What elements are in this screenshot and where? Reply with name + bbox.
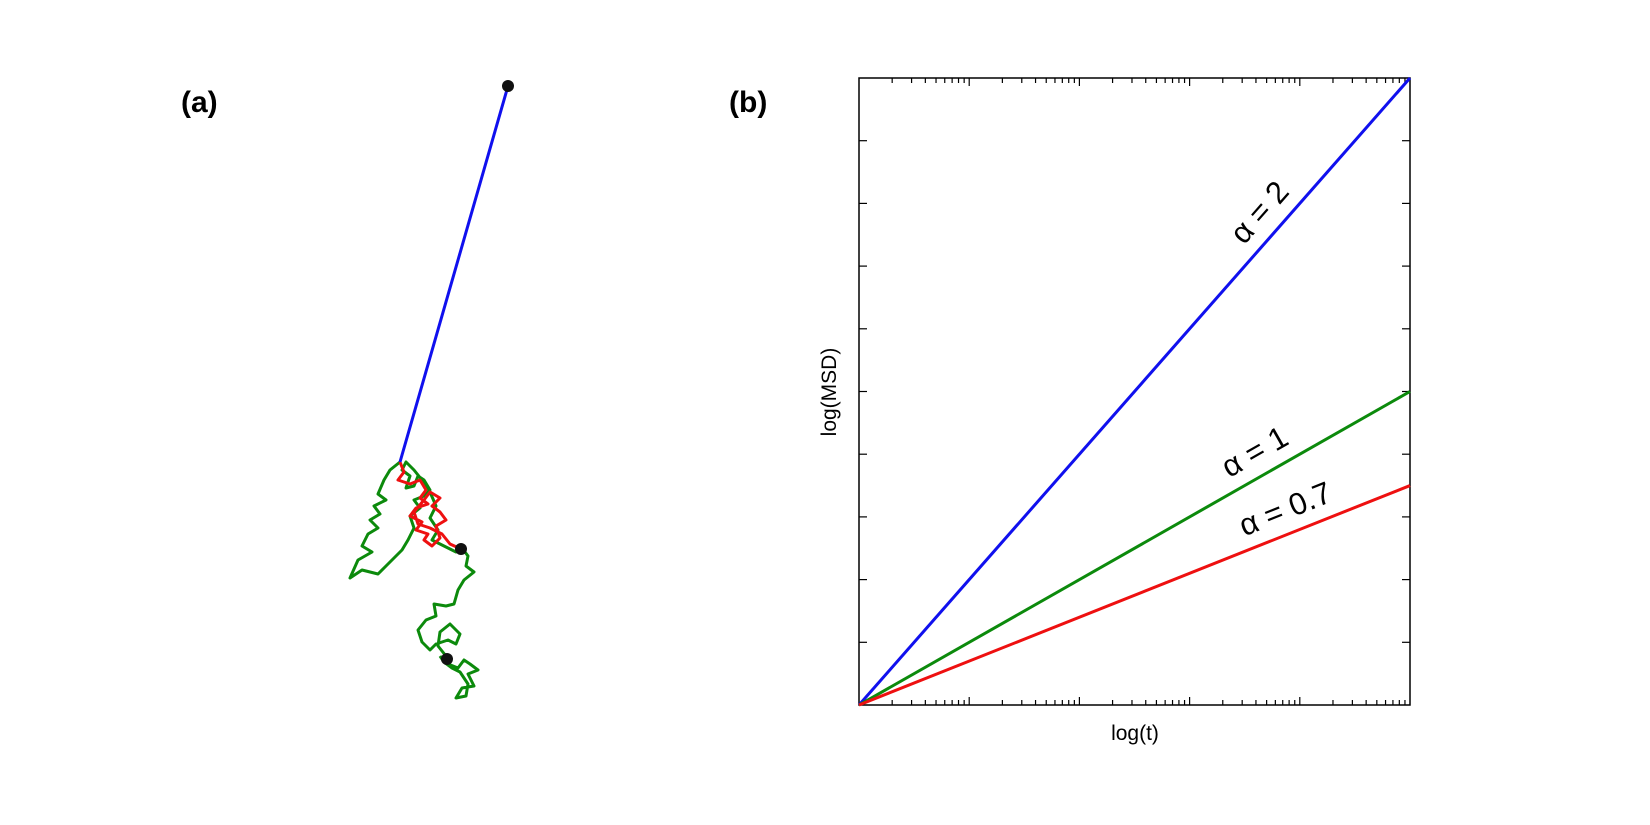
series-line-2 (858, 390, 1411, 707)
series-line-1 (857, 77, 1412, 706)
trajectory-marker-3 (441, 653, 453, 665)
series-lines (857, 77, 1412, 707)
trajectory-panel (348, 80, 514, 700)
trajectory-marker-2 (455, 543, 467, 555)
panel-b-label: (b) (729, 86, 767, 119)
axis-ticks (859, 78, 1410, 705)
y-axis-label: log(MSD) (818, 348, 841, 437)
subdiffusion-trajectory (396, 461, 462, 551)
msd-chart: α = 2α = 1α = 0.7 log(t) log(MSD) (818, 77, 1412, 745)
panel-a-label: (a) (181, 86, 218, 119)
trajectory-marker-1 (502, 80, 514, 92)
series-line-3 (858, 484, 1411, 707)
trajectory-end-markers (441, 80, 514, 665)
ballistic-trajectory (398, 85, 510, 463)
x-axis-label: log(t) (1111, 722, 1159, 745)
normal-diffusion-trajectory (348, 460, 480, 700)
